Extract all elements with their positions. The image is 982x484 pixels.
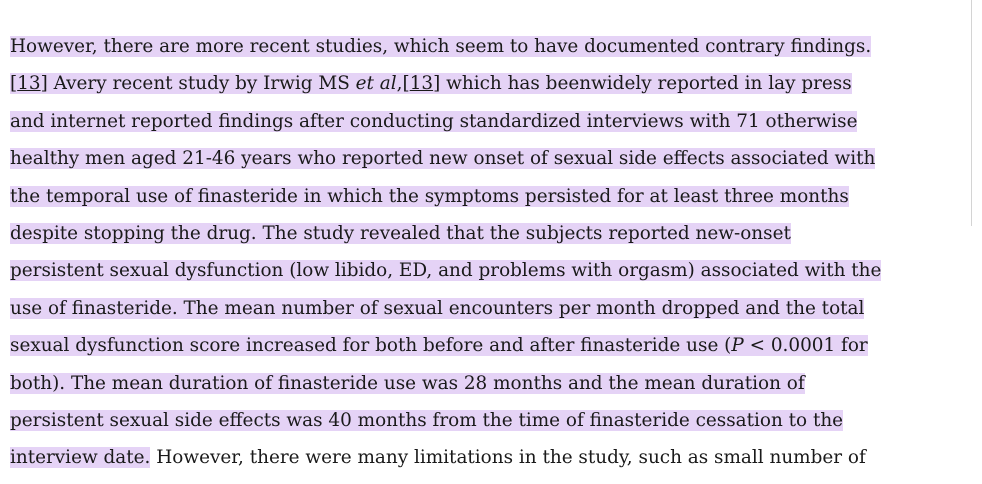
highlighted-text: both). The mean duration of finasteride … <box>10 372 805 394</box>
text-run: , <box>396 73 403 95</box>
text-line-2: [13] Avery recent study by Irwig MS et a… <box>10 65 960 102</box>
italic-et-al: et al <box>355 73 397 95</box>
highlighted-text: sexual dysfunction score increased for b… <box>10 335 868 357</box>
highlighted-text: However, there are more recent studies, … <box>10 36 872 57</box>
text-run: sexual dysfunction score increased for b… <box>10 335 732 357</box>
italic-p-value: P <box>731 335 744 357</box>
text-line-1: However, there are more recent studies, … <box>10 28 960 65</box>
text-line-12: interview date. However, there were many… <box>10 439 960 476</box>
text-line-5: the temporal use of finasteride in which… <box>10 178 960 215</box>
highlighted-text: despite stopping the drug. The study rev… <box>10 222 791 244</box>
highlighted-text: persistent sexual side effects was 40 mo… <box>10 409 844 431</box>
text-line-6: despite stopping the drug. The study rev… <box>10 215 960 252</box>
text-line-8: use of finasteride. The mean number of s… <box>10 290 960 327</box>
highlighted-text: and internet reported findings after con… <box>10 110 858 132</box>
text-line-4: healthy men aged 21-46 years who reporte… <box>10 140 960 177</box>
text-run: Avery recent study by Irwig MS <box>47 73 356 95</box>
highlighted-text: use of finasteride. The mean number of s… <box>10 297 865 319</box>
highlighted-text: persistent sexual dysfunction (low libid… <box>10 260 882 282</box>
text-line-11: persistent sexual side effects was 40 mo… <box>10 402 960 439</box>
reference-link-13-second[interactable]: 13 <box>409 73 434 95</box>
scrollbar-thumb[interactable] <box>971 0 972 226</box>
highlighted-text: interview date. <box>10 447 151 469</box>
highlighted-text: [13] Avery recent study by Irwig MS et a… <box>10 73 852 95</box>
text-run: which has beenwidely reported in lay pre… <box>440 73 852 95</box>
article-paragraph: However, there are more recent studies, … <box>10 28 960 477</box>
plain-text: However, there were many limitations in … <box>150 447 866 469</box>
highlighted-text: healthy men aged 21-46 years who reporte… <box>10 148 876 170</box>
text-line-9: sexual dysfunction score increased for b… <box>10 327 960 364</box>
highlighted-text: the temporal use of finasteride in which… <box>10 185 849 207</box>
text-line-7: persistent sexual dysfunction (low libid… <box>10 252 960 289</box>
reference-link-13[interactable]: 13 <box>17 73 41 95</box>
text-run: < 0.0001 for <box>743 335 868 357</box>
text-line-10: both). The mean duration of finasteride … <box>10 365 960 402</box>
text-line-3: and internet reported findings after con… <box>10 103 960 140</box>
